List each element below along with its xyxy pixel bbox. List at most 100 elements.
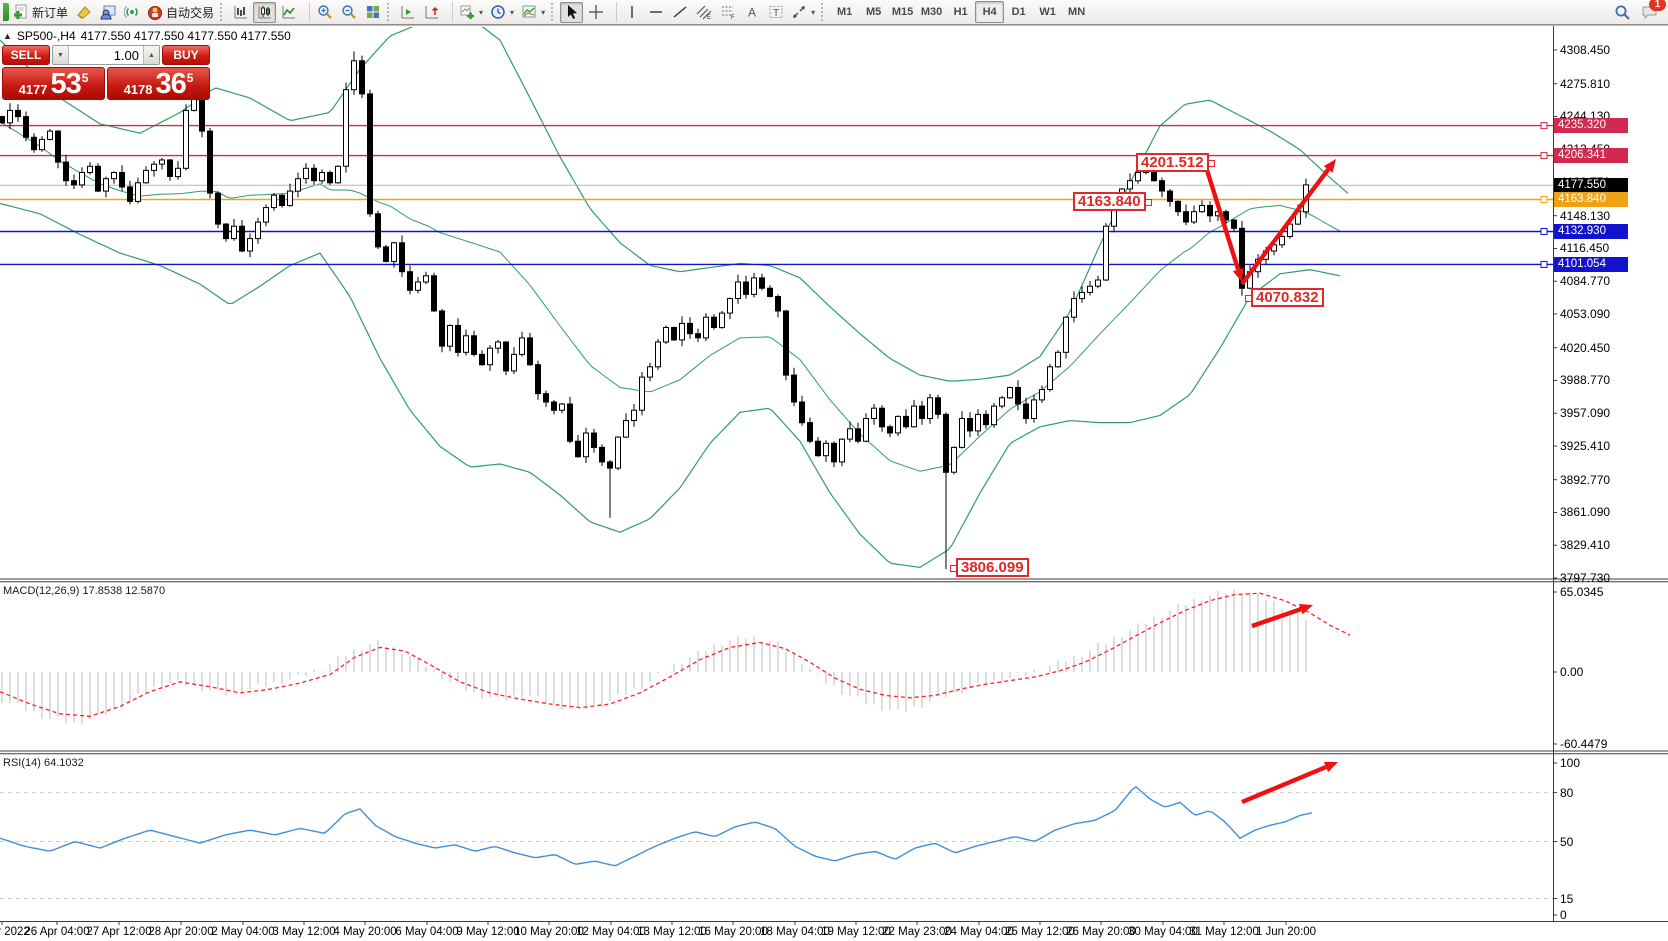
candle-up xyxy=(1055,351,1061,368)
styler-button[interactable] xyxy=(72,2,95,23)
candle-up xyxy=(1127,180,1133,190)
chat-button[interactable]: 1 xyxy=(1638,0,1666,23)
svg-text:F: F xyxy=(731,15,735,20)
candle-up xyxy=(303,167,309,180)
text-tool[interactable]: A xyxy=(740,2,763,23)
new-order-button[interactable]: 新订单 xyxy=(10,2,71,23)
signals-button[interactable] xyxy=(120,2,143,23)
profile-icon xyxy=(100,5,116,20)
chart-symbol-period: SP500-,H4 xyxy=(16,29,76,43)
timeframe-button-m15[interactable]: M15 xyxy=(891,6,914,18)
candle-down xyxy=(695,333,701,339)
price-callout-4201[interactable]: 4201.512 xyxy=(1136,153,1215,172)
buy-price-display: 4178 36 5 xyxy=(107,67,210,100)
fibonacci-icon: F xyxy=(721,6,735,20)
templates-button[interactable]: ▾ xyxy=(518,2,548,23)
sell-button[interactable]: SELL xyxy=(2,45,50,65)
clipped-new-chart-icon[interactable] xyxy=(3,3,9,21)
candle-up xyxy=(951,446,957,473)
autotrading-button[interactable]: 自动交易 xyxy=(144,2,217,23)
vertical-line-tool[interactable] xyxy=(620,2,643,23)
add-indicator-button[interactable]: ▾ xyxy=(456,2,486,23)
trend-arrow-head xyxy=(1323,159,1336,173)
chart-shift-button[interactable] xyxy=(420,2,443,23)
chart-title: ▲ SP500-,H4 4177.550 4177.550 4177.550 4… xyxy=(3,29,291,43)
arrows-tool[interactable]: ▾ xyxy=(788,2,818,23)
candle-up xyxy=(959,418,965,448)
candle-down xyxy=(71,180,77,186)
candle-up xyxy=(623,420,629,438)
candle-down xyxy=(983,413,989,426)
candlestick-chart-button[interactable] xyxy=(253,1,277,23)
price-axis-tick-label: 3957.090 xyxy=(1560,406,1611,421)
volume-decrease-button[interactable]: ▼ xyxy=(53,46,69,64)
candle-down xyxy=(31,136,37,151)
price-axis-tick-label: 4116.450 xyxy=(1560,241,1610,256)
timeframe-button-m5[interactable]: M5 xyxy=(865,6,882,18)
text-label-tool[interactable]: T xyxy=(764,2,787,23)
candle-down xyxy=(455,325,461,353)
equidistant-channel-tool[interactable]: E xyxy=(692,2,715,23)
price-axis-tick-label: 4148.130 xyxy=(1560,208,1611,223)
vertical-line-icon xyxy=(630,6,633,18)
timeframe-button-h1[interactable]: H1 xyxy=(953,6,968,18)
line-anchor-handle xyxy=(1540,196,1548,203)
trend-arrow[interactable] xyxy=(1251,607,1302,629)
bar-chart-button[interactable] xyxy=(229,2,252,23)
line-chart-button[interactable] xyxy=(277,2,300,23)
candle-up xyxy=(103,178,109,192)
auto-scroll-icon xyxy=(401,6,414,19)
candle-up xyxy=(519,337,525,355)
signal-icon xyxy=(123,5,138,19)
buy-button[interactable]: BUY xyxy=(162,45,210,65)
crosshair-tool-button[interactable] xyxy=(584,2,607,23)
timeframe-button-m1[interactable]: M1 xyxy=(836,6,853,18)
candle-down xyxy=(607,461,613,469)
cursor-tool-button[interactable] xyxy=(560,1,584,23)
volume-spinner: ▼ 1.00 ▲ xyxy=(52,45,160,65)
trendline-tool[interactable] xyxy=(668,2,691,23)
volume-increase-button[interactable]: ▲ xyxy=(143,46,159,64)
auto-scroll-button[interactable] xyxy=(396,2,419,23)
chart-window-icon: ▲ xyxy=(3,31,12,41)
timeframe-button-m30[interactable]: M30 xyxy=(920,6,943,18)
price-callout-3806[interactable]: 3806.099 xyxy=(950,558,1029,577)
candle-down xyxy=(431,275,437,312)
zoom-out-icon xyxy=(341,5,356,19)
crosshair-icon xyxy=(588,5,603,19)
candle-down xyxy=(591,432,597,448)
candle-down xyxy=(1175,200,1181,213)
timeframe-button-w1[interactable]: W1 xyxy=(1039,6,1056,18)
candle-down xyxy=(1207,205,1213,217)
timeframe-button-mn[interactable]: MN xyxy=(1068,6,1086,18)
autotrading-icon xyxy=(148,6,163,20)
time-axis-label: 12 May 04:00 xyxy=(576,926,646,938)
timeframe-button-h4[interactable]: H4 xyxy=(975,1,1005,23)
price-callout-4070[interactable]: 4070.832 xyxy=(1245,288,1324,307)
candle-down xyxy=(471,335,477,355)
fibonacci-tool[interactable]: F xyxy=(716,2,739,23)
profiles-button[interactable] xyxy=(96,2,119,23)
zoom-in-button[interactable] xyxy=(313,2,336,23)
candle-down xyxy=(239,225,245,252)
trend-arrow[interactable] xyxy=(1241,764,1327,805)
clock-icon xyxy=(491,5,505,19)
trend-arrow[interactable] xyxy=(1204,169,1241,271)
periods-button[interactable]: ▾ xyxy=(487,2,517,23)
tile-windows-button[interactable] xyxy=(361,2,384,23)
indicator-axis-label: 65.0345 xyxy=(1560,585,1604,599)
price-axis-tick-label: 4275.810 xyxy=(1560,76,1611,91)
candle-up xyxy=(1087,285,1093,293)
trend-arrow[interactable] xyxy=(1240,168,1330,286)
candle-down xyxy=(439,310,445,347)
time-axis-label: 22 May 23:00 xyxy=(882,926,952,938)
volume-input[interactable]: 1.00 xyxy=(113,47,139,63)
price-callout-4163[interactable]: 4163.840 xyxy=(1073,192,1152,211)
horizontal-line-tool[interactable] xyxy=(644,2,667,23)
candle-up xyxy=(703,316,709,339)
zoom-out-button[interactable] xyxy=(337,2,360,23)
timeframe-button-d1[interactable]: D1 xyxy=(1011,6,1026,18)
search-button[interactable] xyxy=(1611,2,1634,23)
